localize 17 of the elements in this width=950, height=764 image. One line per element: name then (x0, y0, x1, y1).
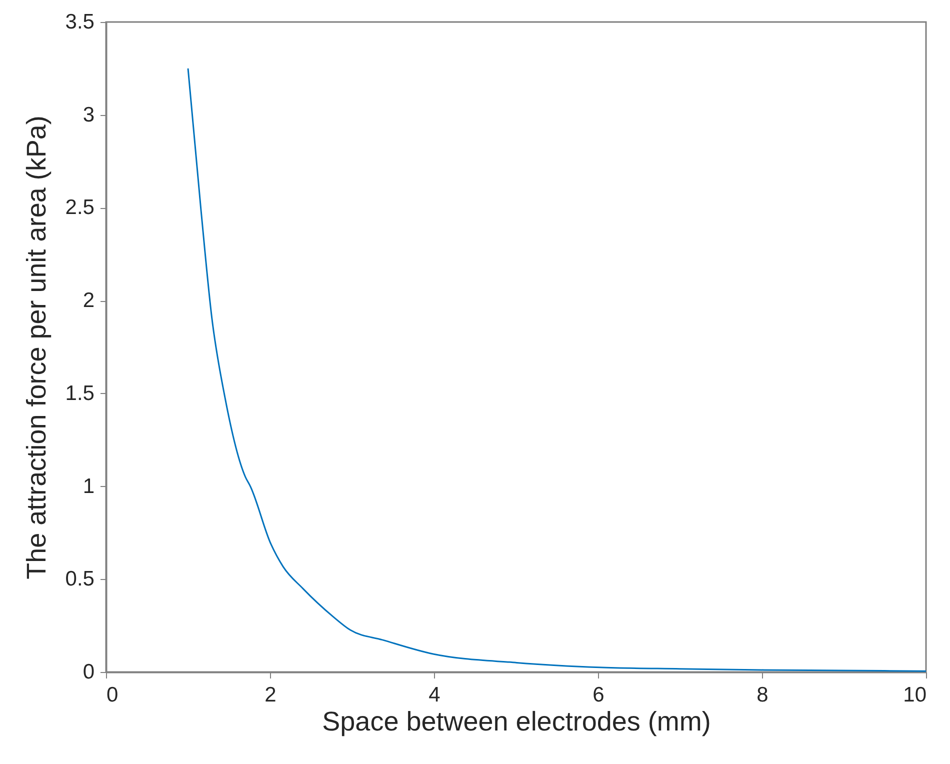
y-tick-label: 3.5 (65, 10, 94, 34)
y-tick-label: 1 (82, 474, 94, 498)
x-tick-label: 4 (428, 684, 441, 706)
line-series (187, 68, 927, 672)
x-tick-label: 2 (264, 684, 276, 706)
y-axis-title: The attraction force per unit area (kPa) (21, 116, 52, 580)
x-axis-title: Space between electrodes (mm) (322, 706, 711, 736)
y-tick-label: 1.5 (65, 382, 94, 405)
x-tick-label: 6 (592, 684, 604, 706)
x-tick-label: 10 (903, 684, 926, 706)
y-tick-label: 2.5 (65, 196, 94, 220)
y-tick-label: 0.5 (65, 568, 94, 591)
x-tick-label: 0 (106, 684, 118, 706)
y-tick-label: 3 (82, 103, 94, 126)
y-tick-label: 2 (82, 289, 94, 312)
x-tick-label: 8 (756, 684, 768, 706)
y-tick-label: 0 (82, 660, 94, 684)
